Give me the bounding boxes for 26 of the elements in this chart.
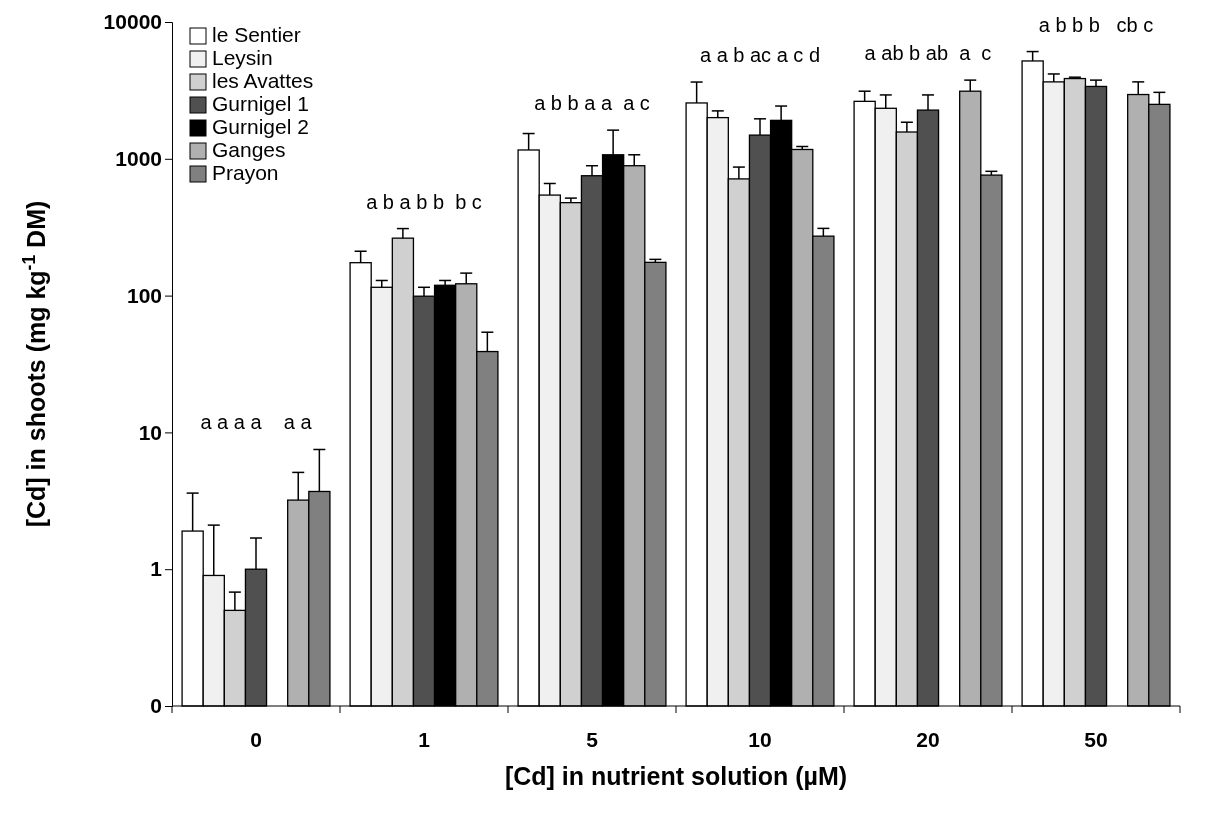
y-tick-label: 10000 [103,10,162,34]
y-tick-label: 0 [150,694,162,718]
annotation: a b b b cb c [1038,13,1154,36]
x-tick-label: 50 [1084,728,1108,751]
annotation: a ab b ab a c [864,42,992,65]
y-tick-label: 100 [126,283,162,307]
annotation: a b a b b b c [366,190,482,213]
x-tick-label: 1 [418,728,431,751]
annotation: a a a a a a [200,411,313,434]
legend-label: Ganges [212,138,286,161]
legend-label: Leysin [212,46,273,69]
y-tick-label: 1 [150,557,163,581]
x-tick-label: 0 [250,728,262,751]
legend-label: les Avattes [212,69,314,92]
legend-label: le Sentier [212,23,301,46]
annotation: a b b a a a c [534,92,650,115]
x-tick-label: 20 [916,728,940,751]
y-tick-label: 10 [138,420,162,444]
x-axis-title: [Cd] in nutrient solution (µM) [504,762,848,790]
x-tick-label: 5 [586,728,599,751]
legend-label: Gurnigel 2 [212,115,309,138]
legend-label: Prayon [212,161,279,184]
y-tick-label: 1000 [115,147,162,171]
legend-label: Gurnigel 1 [212,92,309,115]
annotation: a a b ac a c d [699,44,821,67]
x-tick-label: 10 [748,728,772,751]
